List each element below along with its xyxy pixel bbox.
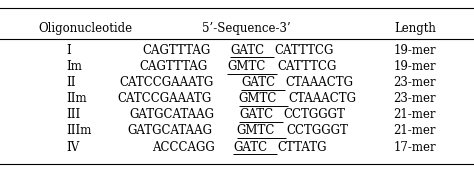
Text: CATCCGAAATG: CATCCGAAATG (120, 76, 214, 89)
Text: CCTGGGT: CCTGGGT (283, 108, 345, 121)
Text: CAGTTTAG: CAGTTTAG (139, 60, 208, 73)
Text: CCTGGGT: CCTGGGT (286, 125, 348, 137)
Text: 21-mer: 21-mer (393, 125, 436, 137)
Text: 17-mer: 17-mer (393, 141, 436, 153)
Text: CATTTCG: CATTTCG (277, 60, 337, 73)
Text: CTAAACTG: CTAAACTG (288, 92, 356, 105)
Text: GMTC: GMTC (238, 92, 277, 105)
Text: ACCCAGG: ACCCAGG (152, 141, 215, 153)
Text: Im: Im (66, 60, 82, 73)
Text: GATGCATAAG: GATGCATAAG (130, 108, 215, 121)
Text: IV: IV (66, 141, 80, 153)
Text: 21-mer: 21-mer (393, 108, 436, 121)
Text: GATC: GATC (233, 141, 267, 153)
Text: GATC: GATC (230, 44, 264, 57)
Text: II: II (66, 76, 76, 89)
Text: CATTTCG: CATTTCG (274, 44, 334, 57)
Text: 5’-Sequence-3’: 5’-Sequence-3’ (202, 22, 291, 35)
Text: GMTC: GMTC (237, 125, 275, 137)
Text: GMTC: GMTC (228, 60, 266, 73)
Text: Length: Length (394, 22, 436, 35)
Text: IIm: IIm (66, 92, 87, 105)
Text: 19-mer: 19-mer (393, 44, 436, 57)
Text: GATC: GATC (241, 76, 275, 89)
Text: GATC: GATC (239, 108, 273, 121)
Text: CTTATG: CTTATG (277, 141, 327, 153)
Text: III: III (66, 108, 81, 121)
Text: GATGCATAAG: GATGCATAAG (127, 125, 212, 137)
Text: 19-mer: 19-mer (393, 60, 436, 73)
Text: Oligonucleotide: Oligonucleotide (38, 22, 132, 35)
Text: CAGTTTAG: CAGTTTAG (142, 44, 210, 57)
Text: IIIm: IIIm (66, 125, 92, 137)
Text: CATCCGAAATG: CATCCGAAATG (117, 92, 211, 105)
Text: I: I (66, 44, 71, 57)
Text: CTAAACTG: CTAAACTG (285, 76, 354, 89)
Text: 23-mer: 23-mer (393, 76, 436, 89)
Text: 23-mer: 23-mer (393, 92, 436, 105)
